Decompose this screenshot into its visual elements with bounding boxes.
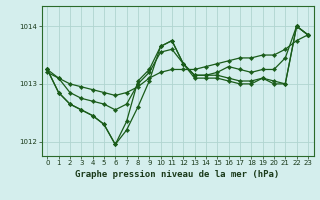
- X-axis label: Graphe pression niveau de la mer (hPa): Graphe pression niveau de la mer (hPa): [76, 170, 280, 179]
